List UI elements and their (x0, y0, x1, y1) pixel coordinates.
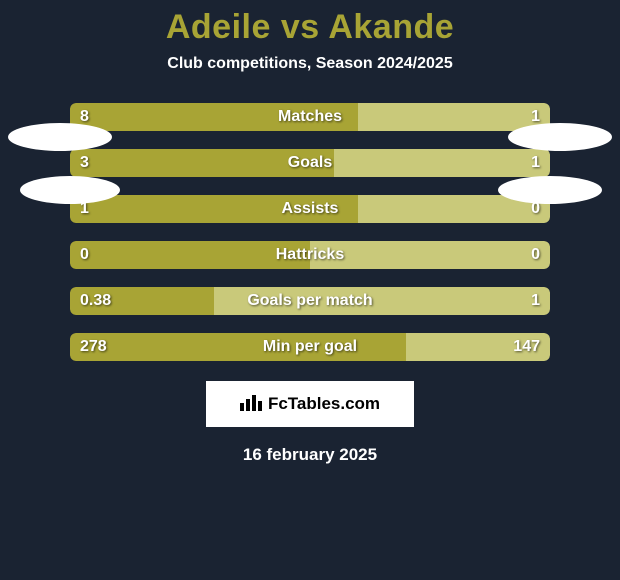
stat-bar-right (310, 241, 550, 269)
stat-bar-left (70, 149, 334, 177)
stat-row: Matches81 (70, 103, 550, 131)
brand-box: FcTables.com (206, 381, 414, 427)
stat-row: Assists10 (70, 195, 550, 223)
stat-bar-right (214, 287, 550, 315)
subtitle: Club competitions, Season 2024/2025 (0, 55, 620, 73)
brand-text: FcTables.com (268, 394, 380, 414)
decoration-oval (508, 123, 612, 151)
stat-row: Hattricks00 (70, 241, 550, 269)
stat-row: Goals per match0.381 (70, 287, 550, 315)
stat-bar-right (406, 333, 550, 361)
stat-bar-left (70, 287, 214, 315)
stat-bar-left (70, 195, 358, 223)
stat-row: Goals31 (70, 149, 550, 177)
stat-bar-left (70, 241, 310, 269)
decoration-oval (20, 176, 120, 204)
date-line: 16 february 2025 (0, 445, 620, 465)
decoration-oval (498, 176, 602, 204)
stat-bar-left (70, 103, 358, 131)
stats-container: Matches81 Goals31 Assists10 Hattricks00 Goal… (70, 103, 550, 361)
stat-row: Min per goal278147 (70, 333, 550, 361)
page-title: Adeile vs Akande (0, 0, 620, 47)
decoration-oval (8, 123, 112, 151)
stat-bar-right (334, 149, 550, 177)
stat-bar-left (70, 333, 406, 361)
chart-icon (240, 393, 262, 416)
